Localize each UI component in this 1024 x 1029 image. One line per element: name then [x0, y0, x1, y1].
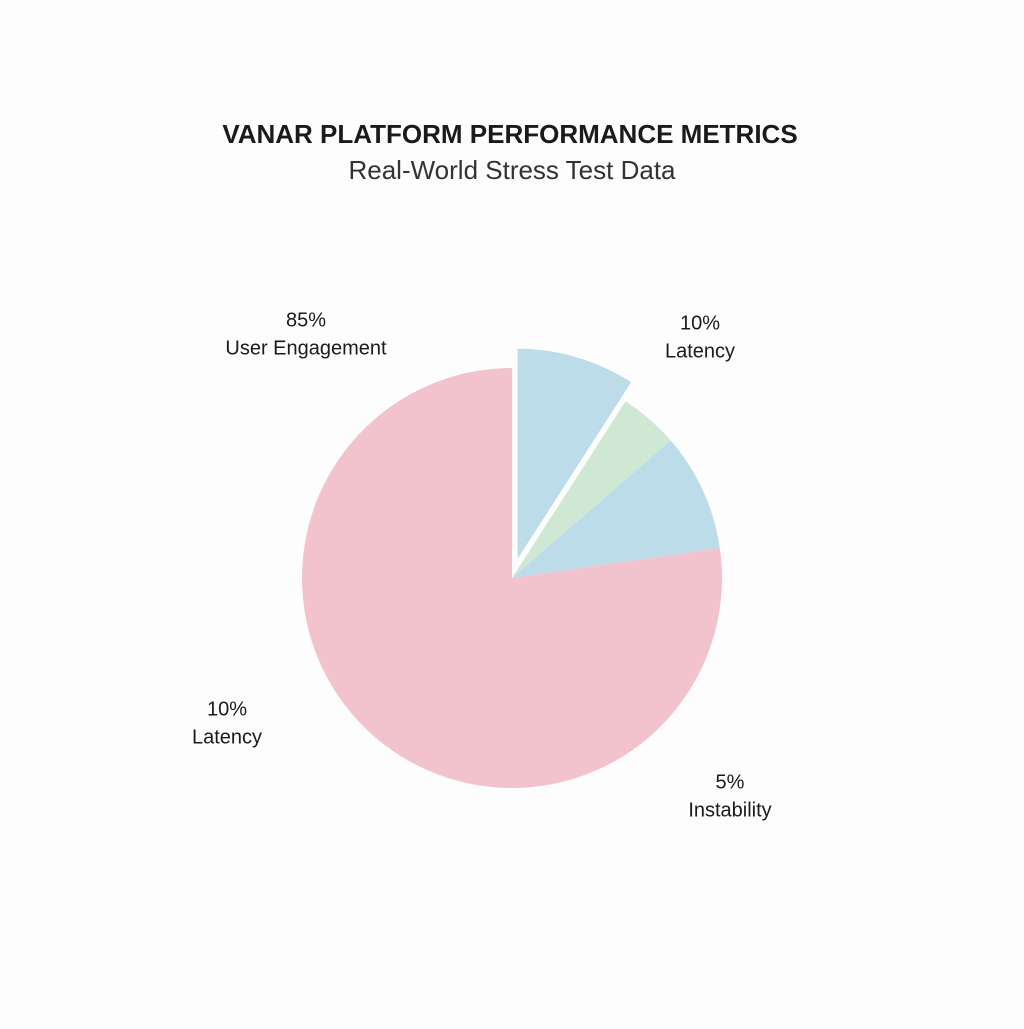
slice-category-label: Latency: [192, 726, 262, 748]
slice-value-label: 85%: [286, 309, 326, 331]
slice-category-label: User Engagement: [225, 337, 387, 359]
chart-title: VANAR PLATFORM PERFORMANCE METRICS: [222, 119, 797, 149]
slice-category-label: Latency: [665, 340, 735, 362]
slice-value-label: 5%: [716, 771, 745, 793]
slice-value-label: 10%: [680, 312, 720, 334]
pie-slice: [302, 368, 722, 789]
chart-subtitle: Real-World Stress Test Data: [348, 155, 676, 185]
slice-category-label: Instability: [688, 799, 771, 821]
pie-slice: [512, 440, 720, 578]
pie-slice: [517, 348, 632, 559]
pie-slice: [512, 401, 671, 578]
slice-value-label: 10%: [207, 698, 247, 720]
